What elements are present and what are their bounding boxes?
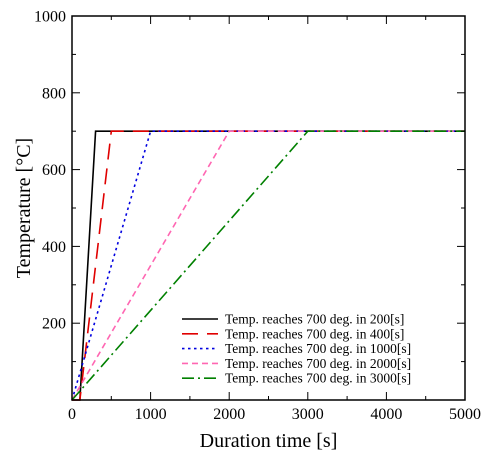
x-axis-title: Duration time [s]: [200, 430, 338, 452]
x-tick-label: 4000: [370, 406, 402, 423]
y-axis-title: Temperature [°C]: [13, 138, 35, 278]
x-tick-label: 5000: [449, 406, 481, 423]
ticks-layer: 0 1000 2000 3000 4000 5000 200 400 600 800 1000: [34, 9, 481, 424]
x-tick-label: 3000: [292, 406, 324, 423]
y-tick-label: 400: [42, 239, 66, 256]
x-tick-label: 1000: [135, 406, 167, 423]
series-line-4: [71, 130, 465, 401]
series-line-5: [71, 130, 465, 401]
x-tick-label: 0: [68, 406, 76, 423]
legend-label-1: Temp. reaches 700 deg. in 200[s]: [225, 312, 404, 327]
legend-label-5: Temp. reaches 700 deg. in 3000[s]: [225, 371, 411, 386]
y-tick-label: 800: [42, 85, 66, 102]
legend-label-2: Temp. reaches 700 deg. in 400[s]: [225, 326, 404, 341]
x-tick-label: 2000: [213, 406, 245, 423]
legend: Temp. reaches 700 deg. in 200[s]Temp. re…: [182, 312, 411, 386]
y-tick-label: 600: [42, 162, 66, 179]
legend-label-4: Temp. reaches 700 deg. in 2000[s]: [225, 356, 411, 371]
legend-label-3: Temp. reaches 700 deg. in 1000[s]: [225, 341, 411, 356]
y-tick-label: 200: [42, 316, 66, 333]
y-tick-label: 1000: [34, 9, 66, 26]
